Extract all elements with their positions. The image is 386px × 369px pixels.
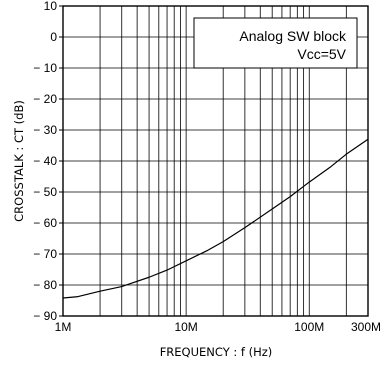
x-tick-label: 1M <box>55 320 72 334</box>
annotation-line-2: Vcc=5V <box>297 46 346 62</box>
x-tick-label: 10M <box>174 320 197 334</box>
y-tick-label: − 80 <box>33 278 57 292</box>
annotation-line-1: Analog SW block <box>239 28 347 44</box>
y-tick-label: 10 <box>44 0 58 13</box>
series-line <box>62 138 369 299</box>
y-axis-label: CROSSTALK : CT (dB) <box>12 100 26 222</box>
y-tick-label: − 30 <box>33 123 57 137</box>
y-tick-label: − 50 <box>33 185 57 199</box>
y-tick-labels: 10 0 − 10 − 20 − 30 − 40 − 50 − 60 − 70 − 80 − 90 <box>33 0 63 323</box>
y-tick-label: − 40 <box>33 154 57 168</box>
y-tick-label: − 10 <box>33 61 57 75</box>
y-tick-label: − 60 <box>33 216 57 230</box>
x-tick-label: 300M <box>351 320 381 334</box>
series-layer <box>62 138 369 299</box>
y-tick-label: 0 <box>50 30 57 44</box>
y-tick-label: − 70 <box>33 247 57 261</box>
x-tick-labels: 1M 10M 100M 300M <box>55 320 381 334</box>
y-tick-label: − 90 <box>33 309 57 323</box>
y-tick-label: − 20 <box>33 92 57 106</box>
annotation-box: Analog SW block Vcc=5V <box>193 17 358 69</box>
x-tick-label: 100M <box>294 320 324 334</box>
x-axis-label: FREQUENCY : f (Hz) <box>160 345 273 359</box>
plot-frame <box>62 5 369 317</box>
